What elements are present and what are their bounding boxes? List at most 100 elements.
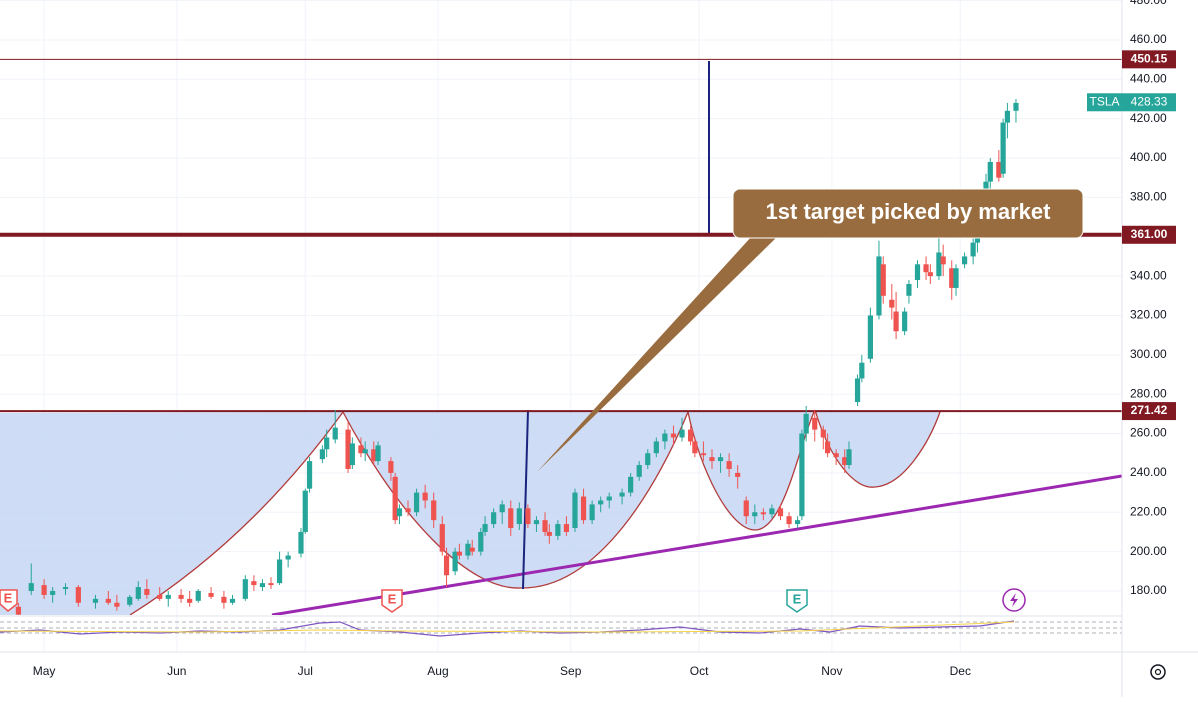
candle-body (482, 524, 488, 532)
event-marker[interactable] (786, 589, 808, 613)
y-tick-label: 440.00 (1130, 71, 1167, 85)
pattern-fill (0, 412, 343, 615)
candle-body (469, 547, 475, 552)
candle-body (777, 508, 784, 517)
y-tick-label: 420.00 (1130, 111, 1167, 125)
candle-body (396, 508, 403, 517)
candle-body (893, 311, 899, 332)
candle-body (456, 551, 462, 556)
candle-body (846, 449, 852, 466)
settings-icon[interactable] (1150, 664, 1166, 680)
event-label: E (388, 591, 397, 606)
candle-body (306, 461, 313, 489)
price-line-tag (1122, 50, 1176, 69)
candle-body (298, 531, 304, 554)
candle-body (516, 508, 522, 525)
pattern-fill (343, 410, 940, 589)
candle-body (820, 429, 826, 438)
measure-line (522, 409, 529, 590)
x-tick-label: Jul (298, 664, 313, 678)
callout-box (732, 188, 1084, 239)
cup-curve (814, 409, 941, 488)
settings-icon-center (1154, 668, 1162, 676)
callout: 1st target picked by market (537, 188, 1084, 472)
candle-body (795, 520, 801, 525)
candle-body (75, 587, 81, 603)
candle-body (735, 472, 741, 477)
callout-pointer (537, 236, 778, 472)
candle-body (670, 433, 677, 438)
candle-body (854, 378, 861, 403)
candle-body (996, 161, 1002, 178)
candle-body (1004, 110, 1011, 123)
candle-body (165, 594, 171, 599)
candle-body (62, 587, 69, 590)
candle-body (580, 496, 587, 521)
candle-body (726, 461, 732, 469)
candle-body (542, 520, 548, 532)
candle-body (743, 500, 749, 517)
candle-body (195, 590, 201, 601)
candle-body (525, 508, 531, 525)
symbol-label: TSLA (1089, 94, 1119, 108)
candle-body (949, 268, 955, 288)
candle-body (555, 524, 561, 536)
event-marker[interactable] (0, 589, 18, 612)
candle-body (619, 492, 625, 497)
candle-body (508, 508, 514, 529)
candle-body (319, 449, 325, 460)
candle-body (114, 602, 120, 607)
event-label: E (793, 591, 802, 606)
candle-body (349, 443, 355, 466)
candle-body (880, 264, 886, 296)
candle-body (923, 264, 929, 273)
candle-body (906, 283, 912, 296)
last-price-tag (1122, 93, 1176, 112)
price-line-tag (1122, 402, 1176, 421)
candle-body (598, 500, 604, 505)
cup-curve (342, 411, 689, 589)
price-line-label: 450.15 (1131, 52, 1168, 66)
lightning-icon (1010, 593, 1018, 607)
candle-body (443, 555, 450, 576)
candle-body (50, 590, 56, 595)
candle-body (889, 299, 895, 308)
y-tick-label: 180.00 (1130, 583, 1167, 597)
y-tick-label: 380.00 (1130, 190, 1167, 204)
candle-body (276, 559, 283, 584)
candle-body (936, 252, 942, 277)
candle-body (221, 596, 227, 603)
candle-body (692, 441, 698, 454)
x-tick-label: Aug (427, 664, 448, 678)
candle-body (876, 256, 882, 316)
x-tick-label: Jun (167, 664, 186, 678)
candle-body (902, 311, 908, 332)
axis-labels: 180.00 200.00 220.00 240.00 260.00 280.00 300.… (33, 0, 1176, 678)
y-tick-label: 460.00 (1130, 32, 1167, 46)
candle-body (478, 531, 484, 552)
candle-body (859, 362, 865, 379)
candle-body (208, 592, 214, 597)
candle-body (760, 512, 766, 515)
candle-body (662, 433, 668, 442)
candle-body (679, 429, 685, 438)
candle-body (127, 596, 133, 605)
candle-body (709, 457, 715, 462)
candle-body (229, 598, 236, 603)
x-tick-label: Sep (560, 664, 582, 678)
x-tick-label: Nov (821, 664, 842, 678)
candle-body (388, 461, 394, 473)
candle-body (422, 492, 428, 501)
event-marker[interactable] (381, 589, 403, 613)
candle-body (358, 445, 364, 454)
y-tick-label: 340.00 (1130, 268, 1167, 282)
x-tick-label: May (33, 664, 56, 678)
candle-body (362, 449, 368, 454)
y-tick-label: 300.00 (1130, 347, 1167, 361)
candle-body (645, 453, 651, 466)
candle-body (769, 508, 775, 515)
candle-body (242, 579, 248, 599)
indicator-signal (0, 621, 1015, 633)
candle-body (842, 457, 848, 466)
